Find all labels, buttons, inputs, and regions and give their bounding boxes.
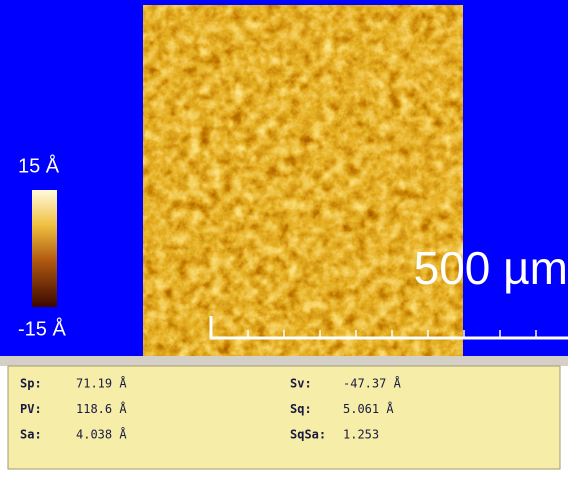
stat-value: 5.061 Å [343, 401, 394, 416]
stat-value: 118.6 Å [76, 401, 127, 416]
colorbar-max: 15 Å [18, 154, 60, 177]
stat-label: PV: [20, 402, 42, 416]
separator [0, 356, 568, 366]
color-bar [32, 190, 57, 307]
stat-value: 1.253 [343, 428, 379, 442]
stat-label: Sp: [20, 377, 42, 391]
stat-value: 71.19 Å [76, 376, 127, 391]
afm-image [143, 5, 463, 356]
afm-window: 15 Å -15 Å 500 µm Sp: 71.19 Å Sv: -47.37 Å P… [0, 0, 568, 474]
stat-label: SqSa: [290, 428, 326, 442]
stat-value: -47.37 Å [343, 376, 402, 391]
stat-value: 4.038 Å [76, 427, 127, 442]
afm-view: 15 Å -15 Å 500 µm Sp: 71.19 Å Sv: -47.37 Å P… [0, 0, 568, 474]
stat-label: Sv: [290, 377, 312, 391]
stat-label: Sa: [20, 428, 42, 442]
stat-label: Sq: [290, 402, 312, 416]
colorbar-min: -15 Å [18, 317, 66, 340]
scale-bar-label: 500 µm [414, 242, 568, 294]
